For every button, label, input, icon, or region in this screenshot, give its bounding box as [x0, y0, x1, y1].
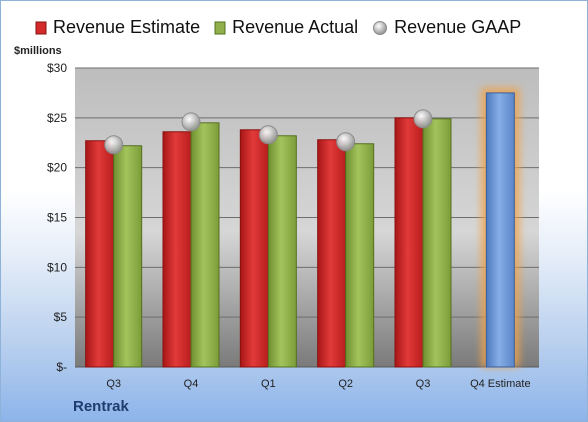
bars [85, 87, 520, 368]
legend-item-revenue-estimate: Revenue Estimate [35, 17, 200, 38]
chart-legend: Revenue Estimate Revenue Actual Revenue … [35, 17, 535, 38]
bar-revenue-estimate [239, 129, 269, 368]
bar-revenue-estimate [162, 131, 192, 368]
x-tick-label: Q4 [184, 378, 199, 390]
legend-label-revenue-gaap: Revenue GAAP [394, 17, 522, 37]
bar-q4-estimate [485, 92, 515, 368]
y-tick-label: $- [56, 360, 67, 374]
legend-item-revenue-gaap: Revenue GAAP [372, 17, 521, 38]
bar-revenue-actual [422, 118, 452, 368]
x-tick-label: Q1 [261, 378, 276, 390]
marker-revenue-gaap [181, 112, 201, 132]
marker-revenue-gaap [336, 132, 356, 152]
y-tick-label: $15 [47, 211, 67, 225]
x-tick-label: Q3 [106, 378, 121, 390]
y-tick-label: $25 [47, 111, 67, 125]
y-axis-ticks: $- $5 $10 $15 $20 $25 $30 [47, 61, 67, 374]
legend-swatch-revenue-gaap [373, 20, 388, 35]
bar-revenue-actual [190, 122, 220, 368]
marker-revenue-gaap [413, 109, 433, 129]
legend-label-revenue-estimate: Revenue Estimate [53, 17, 201, 37]
x-tick-label: Q2 [338, 378, 353, 390]
bar-revenue-actual [113, 145, 143, 368]
y-tick-label: $20 [47, 161, 67, 175]
gaap-markers [104, 109, 433, 155]
y-tick-label: $30 [47, 61, 67, 75]
y-tick-label: $10 [47, 260, 67, 274]
y-tick-label: $5 [54, 310, 68, 324]
bar-revenue-estimate [394, 117, 424, 368]
legend-swatch-revenue-estimate [35, 21, 47, 34]
x-axis-ticks: Q3 Q4 Q1 Q2 Q3 Q4 Estimate [106, 378, 530, 390]
x-tick-label: Q3 [416, 378, 431, 390]
gridlines [75, 67, 539, 368]
bar-revenue-actual [345, 143, 375, 368]
marker-revenue-gaap [258, 125, 278, 145]
company-name: Rentrak [73, 398, 129, 415]
legend-item-revenue-actual: Revenue Actual [214, 17, 358, 38]
legend-swatch-revenue-actual [214, 21, 226, 34]
bar-revenue-actual [267, 135, 297, 368]
bar-revenue-estimate [317, 139, 347, 368]
y-axis-unit-label: $millions [14, 45, 62, 57]
marker-revenue-gaap [104, 135, 124, 155]
x-tick-label: Q4 Estimate [470, 378, 531, 390]
legend-label-revenue-actual: Revenue Actual [232, 17, 359, 37]
bar-revenue-estimate [85, 140, 115, 368]
